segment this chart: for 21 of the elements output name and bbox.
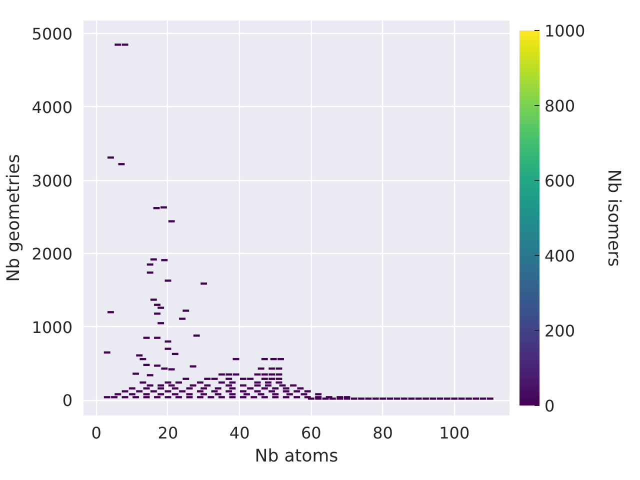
color-bar-label: 1000 bbox=[544, 22, 586, 40]
y-axis-title: Nb geometries bbox=[4, 154, 24, 282]
color-bar-title: Nb isomers bbox=[604, 169, 624, 267]
y-tick-label: 5000 bbox=[32, 24, 72, 44]
x-tick-label: 60 bbox=[301, 424, 322, 442]
y-tick-label: 0 bbox=[62, 391, 73, 410]
color-bar-label: 600 bbox=[544, 172, 576, 190]
y-tick-label: 1000 bbox=[32, 318, 72, 337]
x-tick-label: 0 bbox=[91, 424, 102, 442]
x-axis-title: Nb atoms bbox=[254, 446, 338, 466]
y-tick-label: 2000 bbox=[32, 244, 72, 264]
color-bar-label: 800 bbox=[544, 96, 576, 116]
x-tick-label: 20 bbox=[158, 424, 178, 442]
x-tick-label: 100 bbox=[439, 424, 470, 442]
y-tick-label: 3000 bbox=[32, 171, 72, 190]
x-tick-label: 80 bbox=[372, 424, 393, 442]
color-bar-label: 200 bbox=[544, 322, 576, 340]
y-tick-label: 4000 bbox=[32, 98, 72, 117]
x-tick-label: 40 bbox=[229, 424, 250, 442]
color-bar-label: 400 bbox=[544, 246, 576, 266]
color-bar-label: 0 bbox=[544, 396, 555, 416]
